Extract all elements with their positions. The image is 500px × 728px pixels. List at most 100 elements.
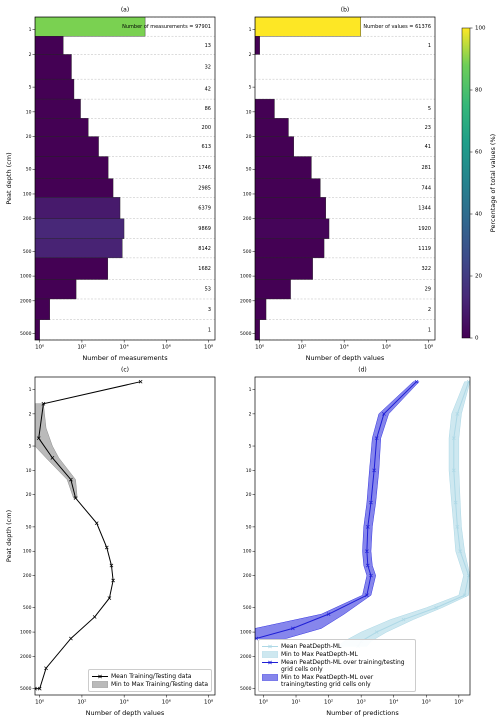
value-label: 281	[421, 165, 431, 171]
y-tick-label: 1	[29, 27, 32, 33]
bar	[35, 17, 146, 37]
legend-label: Min to Max PeatDepth-ML	[281, 651, 358, 658]
y-tick-label: 1000	[20, 274, 32, 280]
y-tick-label: 5	[29, 85, 32, 91]
legend-swatch	[92, 681, 108, 688]
y-tick-label: 1000	[240, 630, 252, 636]
y-tick-label: 2000	[20, 654, 32, 660]
x-tick-label: 10⁶	[162, 699, 172, 706]
y-tick-label: 100	[243, 549, 252, 555]
marker	[107, 596, 112, 600]
x-tick-label: 10⁰	[35, 699, 45, 706]
marker	[453, 500, 458, 505]
y-axis-label: Peat depth (cm)	[5, 510, 13, 562]
x-tick-label: 10⁸	[424, 344, 434, 351]
y-tick-label: 1	[29, 387, 32, 393]
value-label: 6379	[198, 206, 211, 212]
y-tick-label: 50	[26, 524, 32, 530]
bar	[255, 178, 321, 198]
panel: (d) Number of predictions 10⁰ 10¹ 10² 10³ 10⁴ 1…	[240, 367, 471, 717]
marker	[365, 593, 369, 598]
y-tick-label: 2	[29, 52, 32, 58]
value-label: 5	[428, 106, 431, 112]
bar	[35, 78, 75, 100]
bar	[255, 218, 330, 239]
legend-marker	[98, 674, 102, 679]
legend-entry: Min to Max Training/Testing data	[92, 681, 208, 688]
value-label: Number of values = 61376	[363, 24, 431, 30]
marker	[434, 605, 438, 610]
bar	[35, 319, 40, 340]
value-label: 86	[205, 106, 211, 112]
y-tick-label: 5000	[240, 686, 252, 692]
plot-area	[255, 17, 435, 340]
y-tick-label: 20	[26, 492, 32, 498]
bar	[255, 279, 291, 300]
y-tick-label: 1000	[20, 630, 32, 636]
panel-title: (d)	[358, 367, 367, 374]
x-tick-label: 10⁶	[454, 699, 464, 706]
x-tick-label: 10⁴	[340, 344, 350, 351]
bar	[35, 279, 77, 300]
bar	[35, 238, 123, 259]
colorbar-tick-label: 0	[475, 336, 479, 342]
y-tick-label: 100	[23, 191, 32, 197]
legend-label: Min to Max Training/Testing data	[111, 681, 209, 688]
value-label: 8142	[198, 246, 211, 252]
legend-marker	[268, 644, 272, 649]
value-label: 2985	[198, 185, 211, 191]
marker	[365, 563, 370, 568]
bar	[35, 36, 64, 55]
y-tick-label: 2000	[20, 298, 32, 304]
marker	[73, 496, 78, 500]
x-tick-label: 10⁰	[259, 699, 269, 706]
bar	[35, 136, 99, 157]
marker	[104, 545, 109, 550]
y-tick-label: 10	[246, 109, 252, 115]
legend: Mean Training/Testing data Min to Max Tra…	[88, 669, 213, 692]
marker	[372, 468, 376, 473]
marker	[50, 456, 55, 460]
bar	[35, 257, 109, 280]
marker	[41, 401, 46, 406]
marker	[455, 412, 460, 416]
bar	[35, 197, 121, 219]
marker	[414, 379, 419, 384]
marker	[109, 563, 114, 568]
frame	[34, 16, 216, 341]
mean-line	[256, 381, 417, 639]
x-tick-label: 10⁸	[204, 699, 214, 706]
legend-swatch	[262, 660, 278, 665]
x-tick-label: 10⁸	[204, 344, 214, 351]
value-label: 2	[428, 307, 431, 313]
x-axis-label: Number of depth values	[306, 354, 385, 362]
legend-swatch	[262, 674, 278, 681]
colorbar-tick-label: 20	[475, 274, 482, 280]
colorbar-tick-label: 40	[475, 212, 482, 218]
x-tick-label: 10³	[357, 699, 366, 706]
y-tick-label: 1	[249, 27, 252, 33]
marker	[44, 666, 48, 671]
legend-entry: Mean PeatDepth-ML	[262, 643, 412, 650]
y-tick-label: 200	[243, 573, 252, 579]
value-label: 1	[208, 327, 211, 333]
marker	[37, 686, 42, 691]
frame	[254, 16, 436, 341]
bar	[255, 197, 326, 219]
legend: Mean PeatDepth-ML Min to Max PeatDepth-ML…	[258, 639, 416, 692]
panel-title: (a)	[121, 7, 129, 14]
legend-label: Mean Training/Testing data	[111, 673, 192, 680]
x-tick-label: 10⁴	[120, 699, 130, 706]
marker	[462, 593, 467, 598]
x-tick-label: 10⁴	[389, 699, 399, 706]
x-tick-label: 10²	[77, 699, 86, 706]
bar	[35, 54, 72, 80]
y-tick-label: 50	[26, 167, 32, 173]
x-tick-label: 10⁵	[422, 699, 431, 706]
legend-label: Mean PeatDepth-ML over training/testing …	[281, 659, 405, 673]
x-axis-label: Number of depth values	[86, 709, 165, 717]
legend-label: Mean PeatDepth-ML	[281, 643, 342, 650]
y-tick-label: 50	[246, 524, 252, 530]
legend-entry: Mean Training/Testing data	[92, 673, 208, 680]
